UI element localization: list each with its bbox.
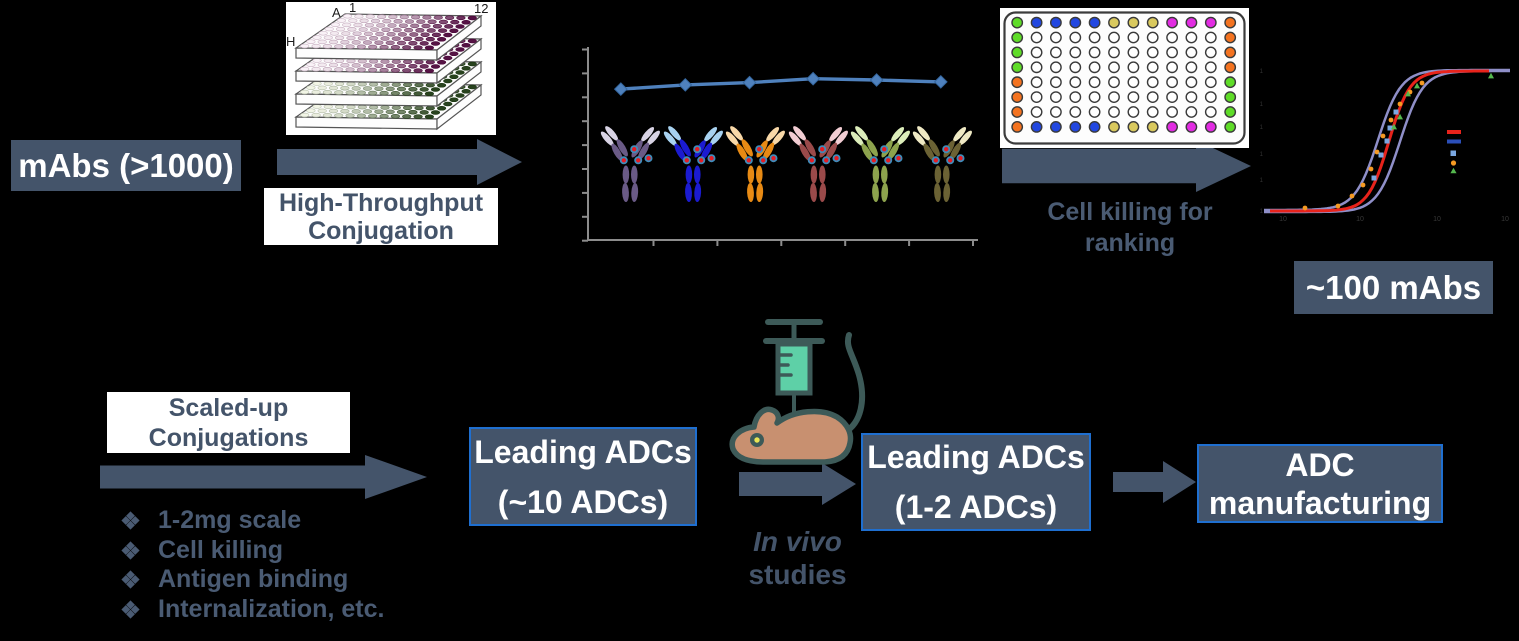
- svg-text:10: 10: [1279, 216, 1287, 223]
- svg-text:10: 10: [1501, 216, 1509, 223]
- svg-text:1: 1: [1260, 125, 1264, 131]
- svg-text:10: 10: [1356, 216, 1364, 223]
- svg-text:1: 1: [349, 0, 356, 15]
- svg-text:10: 10: [1433, 216, 1441, 223]
- svg-text:1: 1: [1260, 69, 1264, 75]
- svg-text:H: H: [286, 34, 295, 49]
- svg-text:1: 1: [1260, 178, 1264, 184]
- svg-text:1: 1: [1260, 209, 1264, 215]
- svg-text:1: 1: [1260, 102, 1264, 108]
- svg-text:12: 12: [474, 1, 488, 16]
- svg-text:1: 1: [1260, 152, 1264, 158]
- svg-text:A: A: [332, 5, 341, 20]
